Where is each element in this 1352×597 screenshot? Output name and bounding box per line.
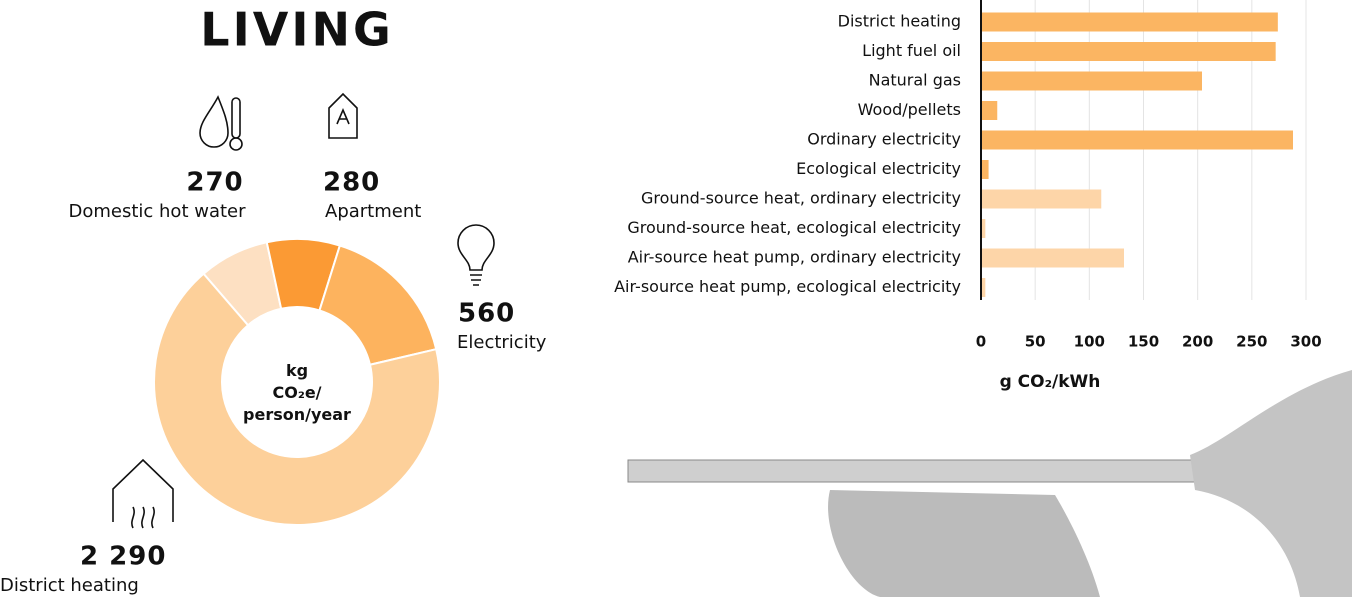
category-label: Ground-source heat, ecological electrici… — [627, 218, 961, 237]
bar — [981, 72, 1202, 91]
x-tick-label: 250 — [1236, 333, 1267, 351]
category-label: Electricity — [457, 332, 547, 353]
bar — [981, 249, 1124, 268]
category-label: Wood/pellets — [858, 100, 961, 119]
category-label: District heating — [838, 12, 961, 31]
x-tick-label: 150 — [1128, 333, 1159, 351]
category-label: Ground-source heat, ordinary electricity — [641, 189, 961, 208]
value-label: 2 290 — [80, 542, 166, 572]
x-tick-label: 100 — [1074, 333, 1105, 351]
category-label: Light fuel oil — [862, 41, 961, 60]
x-tick-label: 50 — [1025, 333, 1046, 351]
category-label: Natural gas — [869, 71, 961, 90]
bar — [981, 160, 989, 179]
page-title: LIVING — [200, 3, 393, 57]
category-label: District heating — [0, 575, 139, 596]
x-tick-label: 200 — [1182, 333, 1213, 351]
category-label: Air-source heat pump, ordinary electrici… — [628, 248, 961, 267]
apartment-icon — [329, 94, 357, 138]
infographic: LIVING kgCO₂e/person/year 270 Domestic hot… — [0, 0, 1352, 597]
x-axis-title: g CO₂/kWh — [1000, 372, 1101, 392]
x-tick-label: 300 — [1290, 333, 1321, 351]
value-label: 280 — [323, 168, 380, 198]
bulb-icon — [458, 225, 494, 285]
category-label: Apartment — [325, 201, 421, 222]
heating-icon — [113, 460, 173, 528]
water-icon — [200, 97, 242, 150]
bar — [981, 101, 997, 120]
category-label: Air-source heat pump, ecological electri… — [614, 277, 961, 296]
bar — [981, 190, 1101, 209]
value-label: 270 — [186, 168, 243, 198]
bar — [981, 42, 1276, 61]
bar — [981, 131, 1293, 150]
category-label: Ecological electricity — [796, 159, 961, 178]
tape-measure — [628, 370, 1352, 597]
value-label: 560 — [458, 299, 515, 329]
x-tick-label: 0 — [976, 333, 986, 351]
bar — [981, 13, 1278, 32]
category-label: Ordinary electricity — [807, 130, 961, 149]
category-label: Domestic hot water — [68, 201, 246, 222]
donut-segment — [319, 246, 436, 365]
